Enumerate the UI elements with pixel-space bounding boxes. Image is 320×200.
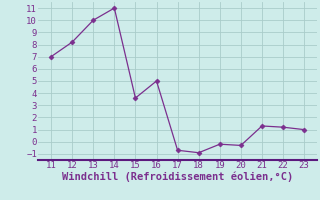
- X-axis label: Windchill (Refroidissement éolien,°C): Windchill (Refroidissement éolien,°C): [62, 172, 293, 182]
